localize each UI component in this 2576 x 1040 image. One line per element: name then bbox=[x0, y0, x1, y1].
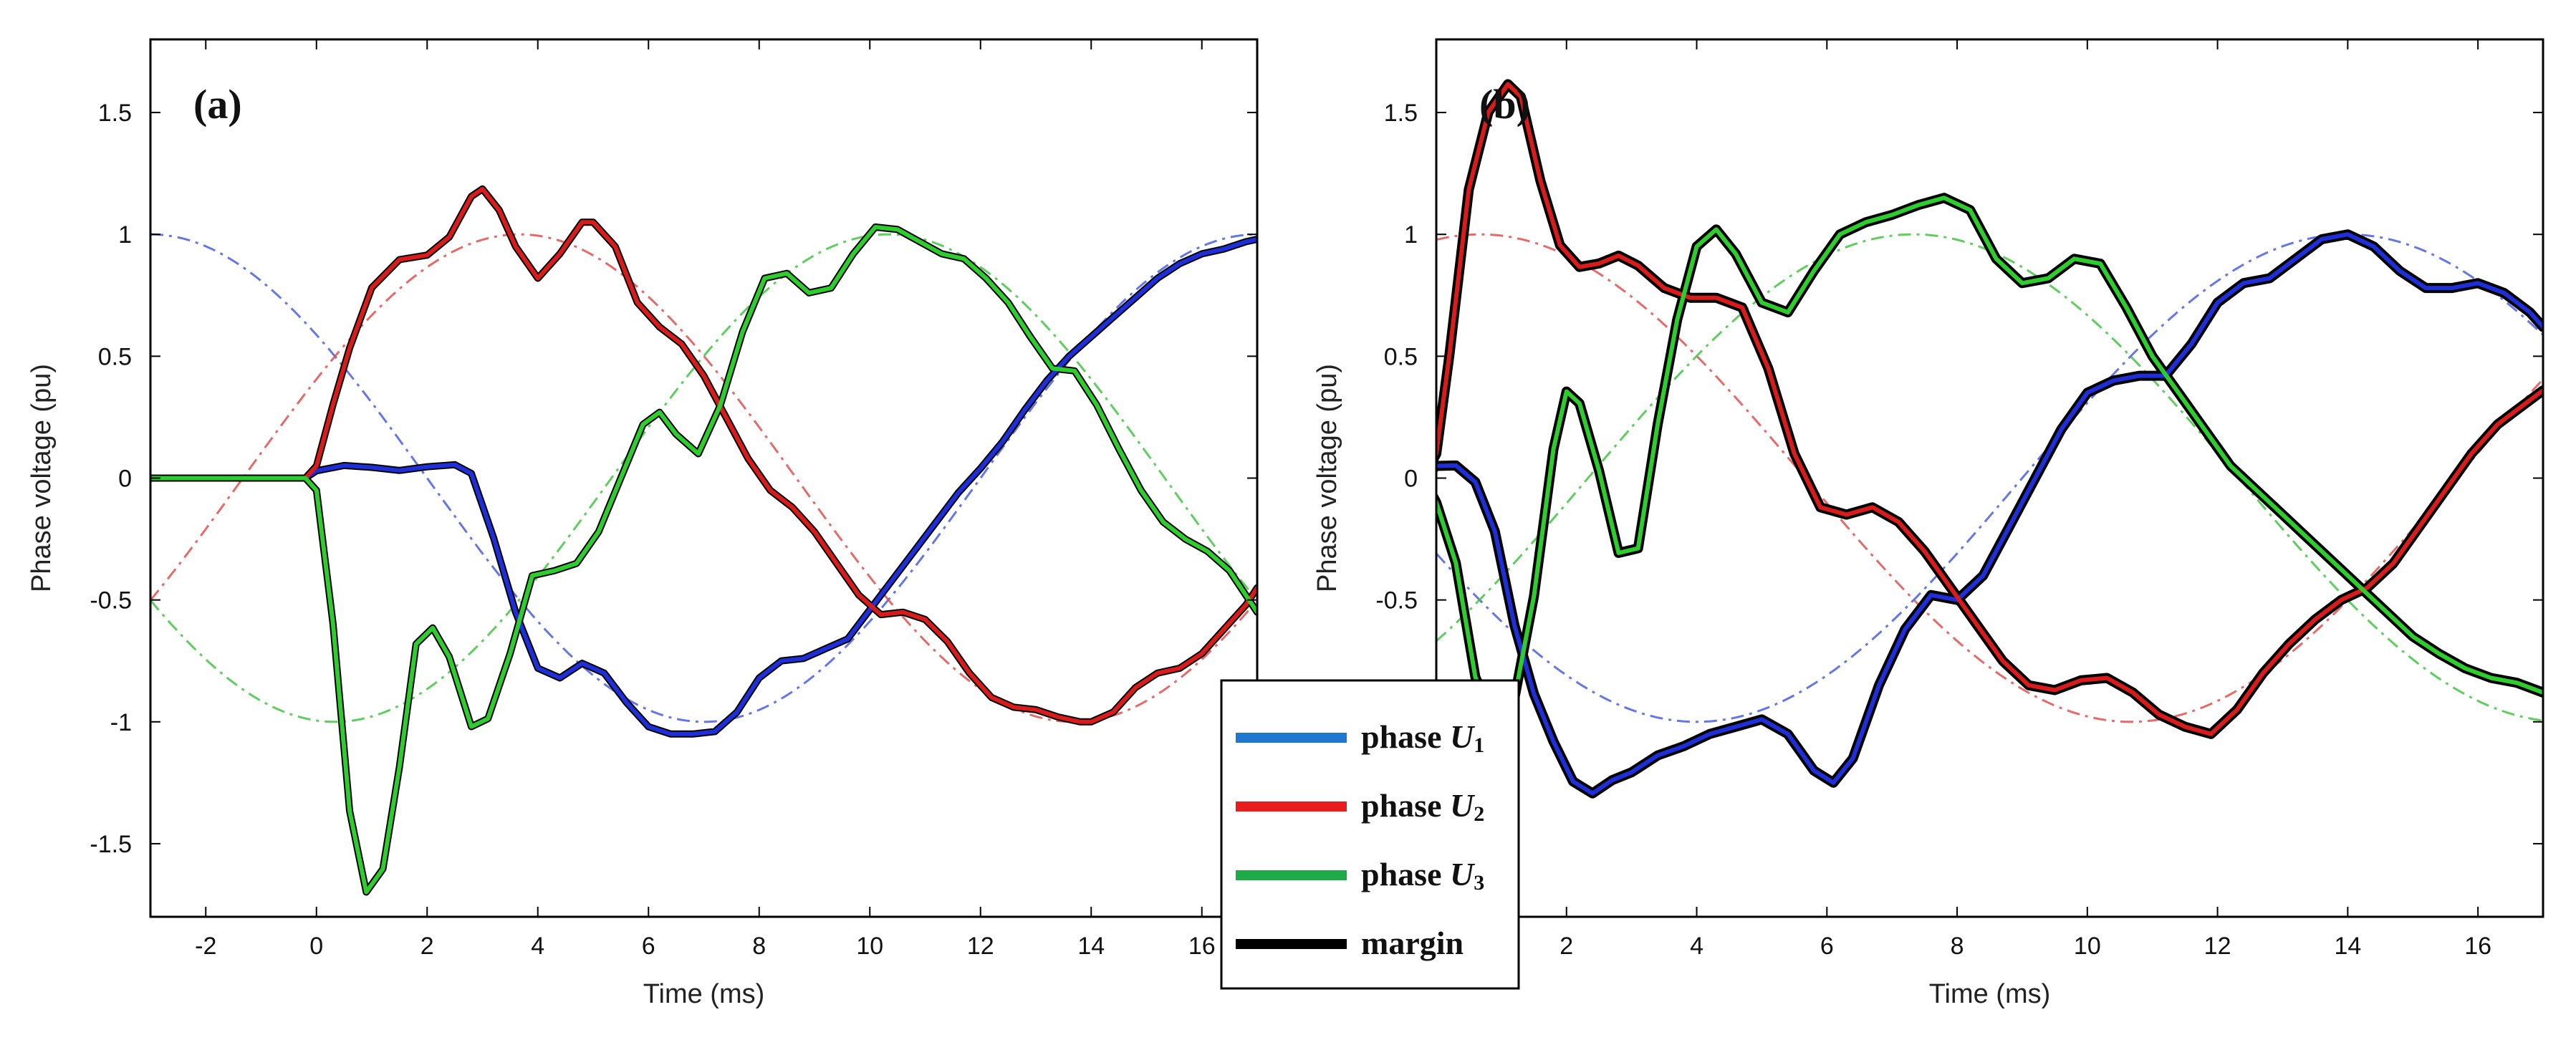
y-tick-label: 0 bbox=[1404, 466, 1418, 493]
plot-frame bbox=[149, 38, 1259, 918]
series-line-2 bbox=[150, 186, 1257, 724]
legend-prefix: phase bbox=[1361, 787, 1450, 824]
y-tick-label: 0.5 bbox=[1384, 343, 1418, 370]
y-tick-label: 1 bbox=[1404, 221, 1418, 249]
plot-area bbox=[150, 185, 1257, 896]
reference-line-1 bbox=[1436, 233, 2543, 723]
x-tick-label: 12 bbox=[967, 933, 994, 960]
y-tick-label: -1.5 bbox=[90, 831, 132, 858]
legend-index: 1 bbox=[1474, 733, 1484, 757]
margin-band-3 bbox=[150, 223, 1257, 896]
legend-index: 2 bbox=[1474, 802, 1484, 826]
x-tick-label: 6 bbox=[1820, 933, 1834, 960]
x-tick-label: 8 bbox=[752, 933, 766, 960]
x-axis-title: Time (ms) bbox=[643, 979, 765, 1009]
legend-label-4: margin bbox=[1361, 925, 1464, 961]
panel-label: (b) bbox=[1479, 81, 1530, 127]
x-tick-label: 14 bbox=[2334, 933, 2361, 960]
reference-line-1 bbox=[150, 233, 1257, 723]
legend-label-3: phase U3 bbox=[1361, 856, 1484, 895]
plot-area bbox=[1436, 79, 2543, 799]
reference-line-2 bbox=[150, 233, 1257, 723]
legend-prefix: phase bbox=[1361, 718, 1450, 755]
y-tick-label: -0.5 bbox=[90, 587, 132, 615]
x-tick-label: 16 bbox=[1188, 933, 1216, 960]
legend-index: 3 bbox=[1474, 871, 1484, 895]
y-tick-label: 1.5 bbox=[1384, 100, 1418, 127]
x-tick-label: 10 bbox=[856, 933, 883, 960]
y-tick-label: 1.5 bbox=[98, 100, 132, 127]
legend-symbol: U bbox=[1450, 787, 1476, 824]
y-axis-title: Phase voltage (pu) bbox=[1312, 364, 1342, 592]
series-line-3 bbox=[1436, 196, 2543, 724]
x-tick-label: 4 bbox=[1690, 933, 1703, 960]
series-line-2 bbox=[1436, 82, 2543, 736]
x-tick-label: 16 bbox=[2464, 933, 2491, 960]
legend-symbol: U bbox=[1450, 856, 1476, 892]
legend-label-1: phase U1 bbox=[1361, 718, 1484, 757]
margin-band-2 bbox=[150, 185, 1257, 726]
series-line-1 bbox=[1436, 232, 2543, 796]
y-tick-label: 1 bbox=[118, 221, 132, 249]
legend-prefix: phase bbox=[1361, 856, 1450, 892]
legend-box bbox=[1220, 679, 1520, 990]
legend-label-2: phase U2 bbox=[1361, 787, 1484, 826]
series-line-3 bbox=[150, 225, 1257, 895]
y-tick-label: -1 bbox=[110, 709, 132, 736]
y-axis-title: Phase voltage (pu) bbox=[27, 364, 57, 592]
x-tick-label: 6 bbox=[642, 933, 655, 960]
x-tick-label: -2 bbox=[195, 933, 216, 960]
x-tick-label: 2 bbox=[1559, 933, 1573, 960]
series-line-1 bbox=[150, 237, 1257, 736]
legend-symbol: U bbox=[1450, 718, 1476, 755]
x-tick-label: 0 bbox=[309, 933, 323, 960]
x-axis-title: Time (ms) bbox=[1929, 979, 2051, 1009]
x-tick-label: 2 bbox=[420, 933, 434, 960]
panel-a: -2 0 2 4 6 8 10 12 14 16 -1.5 -1 -0.5 0 0.5 1 1.5 Time (m… bbox=[27, 38, 1259, 1009]
reference-line-3 bbox=[150, 233, 1257, 723]
x-tick-label: 4 bbox=[531, 933, 544, 960]
x-tick-label: 14 bbox=[1077, 933, 1105, 960]
x-tick-label: 10 bbox=[2074, 933, 2101, 960]
y-tick-label: 0.5 bbox=[98, 343, 132, 370]
panel-label: (a) bbox=[193, 81, 242, 127]
x-tick-label: 12 bbox=[2204, 933, 2231, 960]
y-tick-label: 0 bbox=[118, 466, 132, 493]
x-tick-label: 8 bbox=[1951, 933, 1964, 960]
y-tick-label: -0.5 bbox=[1375, 587, 1418, 615]
